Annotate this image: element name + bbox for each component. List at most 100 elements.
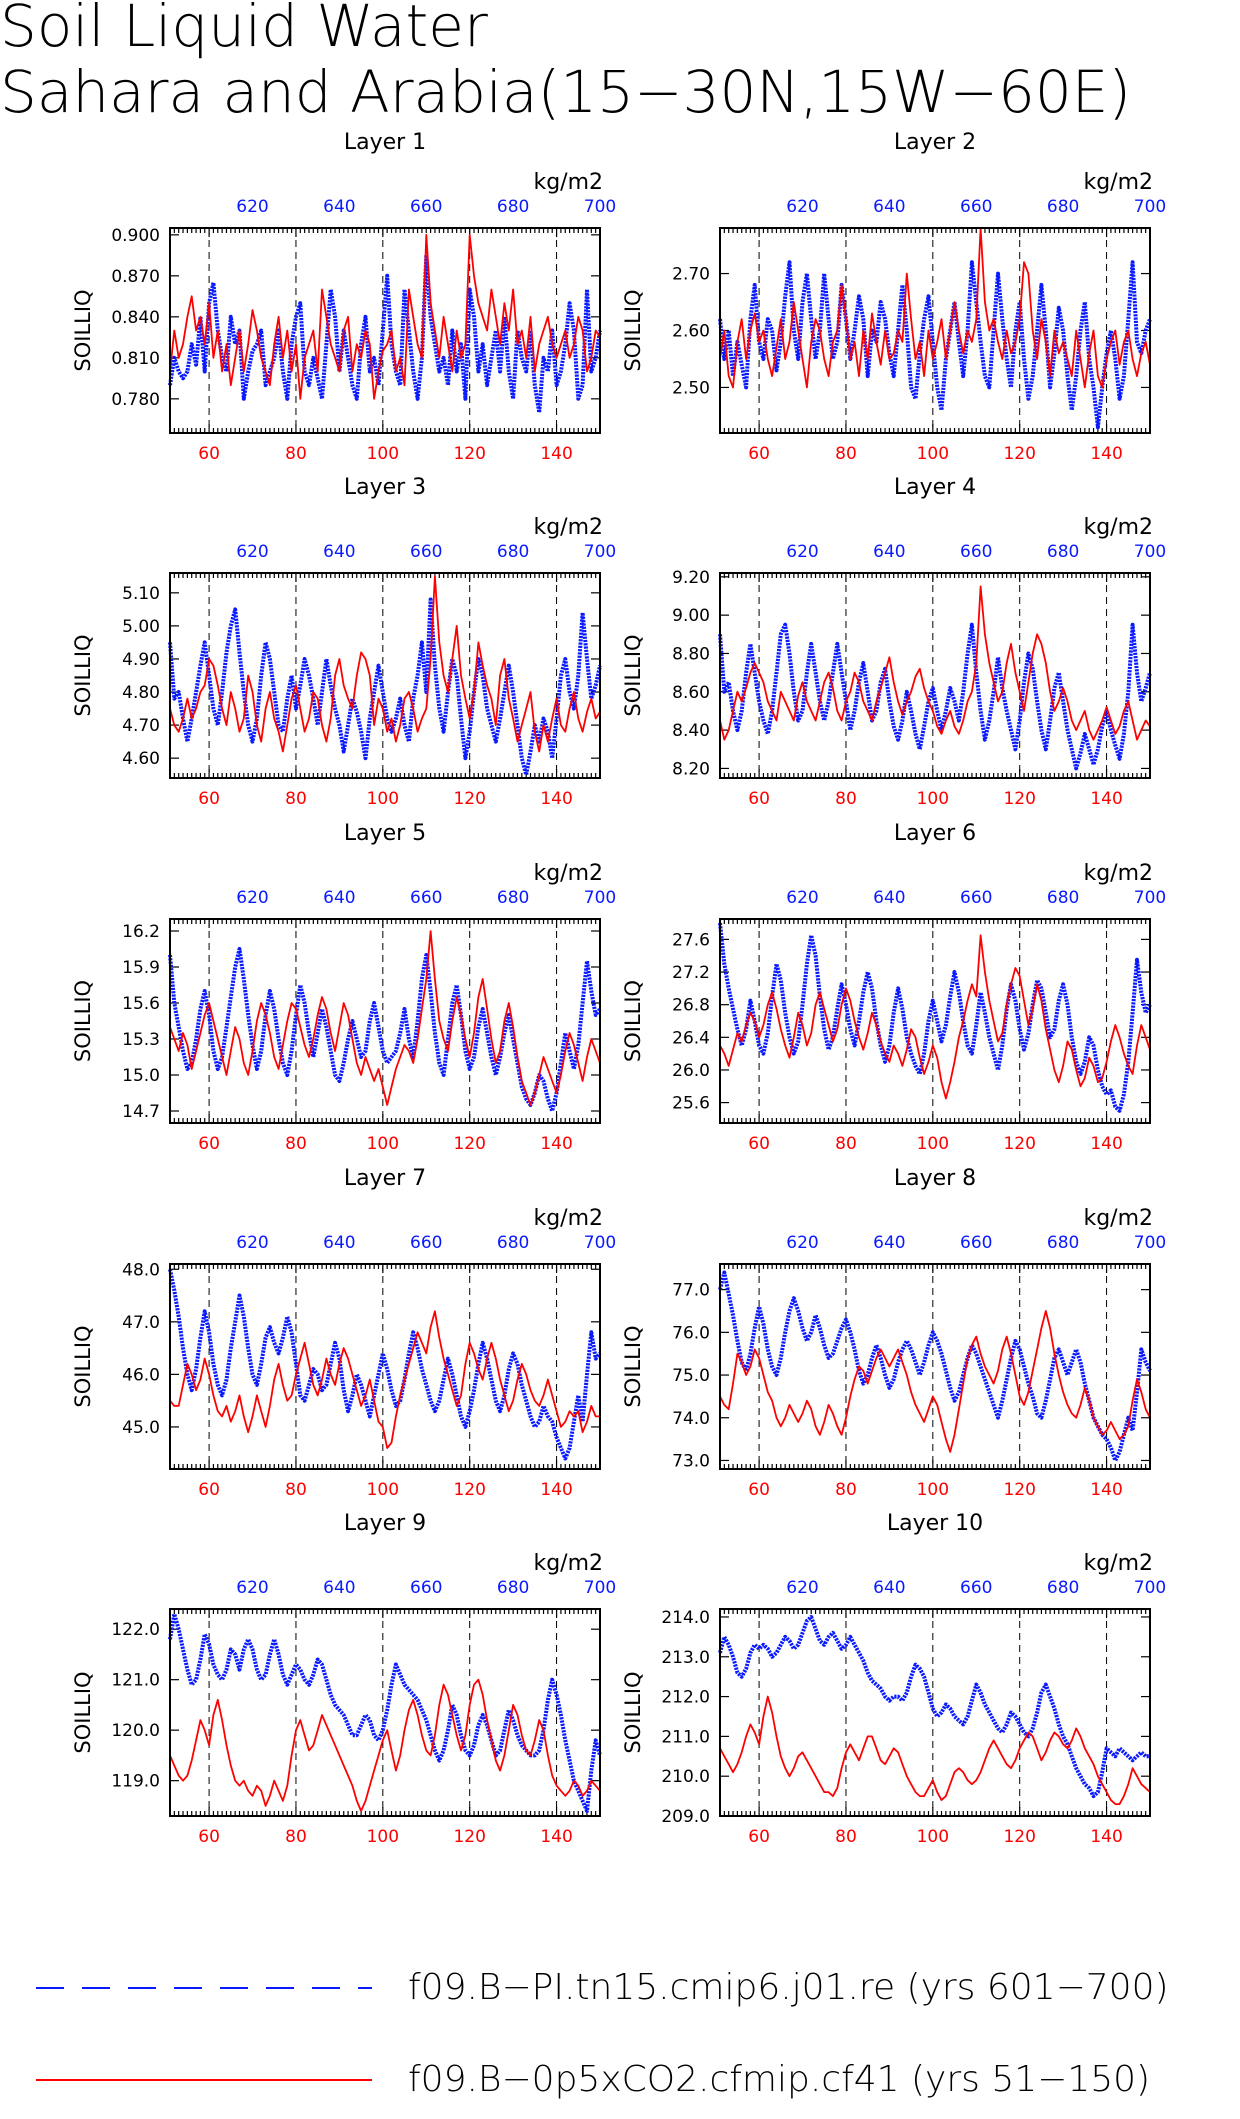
panel-title: Layer 3 (344, 475, 426, 500)
x-tick-label-top: 640 (873, 888, 905, 908)
y-tick-label: 15.0 (122, 1066, 160, 1086)
series-line-pi (168, 597, 602, 777)
x-tick-label-top: 640 (323, 197, 355, 217)
series-line-pi (718, 622, 1152, 771)
series-line-0p5xco2 (719, 1310, 1151, 1453)
x-tick-label-top: 640 (323, 1233, 355, 1253)
y-tick-label: 0.810 (111, 349, 160, 369)
series-line-0p5xco2 (169, 1678, 601, 1812)
series-line-pi (718, 922, 1152, 1113)
y-tick-label: 15.3 (122, 1030, 160, 1050)
x-tick-label-top: 680 (1047, 197, 1079, 217)
x-tick-label-top: 700 (584, 197, 616, 217)
series-line-0p5xco2 (719, 585, 1151, 741)
panel-title: Layer 1 (344, 130, 426, 155)
plot-frame (169, 918, 601, 1124)
y-tick-label: 46.0 (122, 1365, 160, 1385)
x-tick-label-bottom: 120 (1003, 1480, 1035, 1500)
x-tick-label-bottom: 120 (453, 1480, 485, 1500)
x-tick-label-top: 700 (1134, 197, 1166, 217)
y-tick-label: 73.0 (672, 1451, 710, 1471)
x-tick-label-top: 700 (584, 542, 616, 562)
x-tick-label-bottom: 60 (748, 1134, 770, 1154)
panel-title: Layer 4 (894, 475, 976, 500)
plot-frame (719, 572, 1151, 779)
panel-layer-2: Layer 2 kg/m2 SOILLIQ 60 80 100 120 140 620 640 66… (621, 130, 1166, 464)
x-tick-label-bottom: 140 (540, 444, 572, 464)
y-tick-label: 14.7 (122, 1102, 160, 1122)
y-tick-label: 27.2 (672, 963, 710, 983)
x-tick-label-top: 680 (497, 1578, 529, 1598)
y-tick-label: 211.0 (661, 1727, 710, 1747)
series-line-pi (718, 1270, 1152, 1463)
x-tick-label-top: 680 (497, 1233, 529, 1253)
x-tick-label-bottom: 120 (1003, 789, 1035, 809)
y-tick-label: 45.0 (122, 1418, 160, 1438)
x-tick-label-bottom: 80 (285, 1134, 307, 1154)
legend-label: f09.B−PI.tn15.cmip6.j01.re (yrs 601−700) (408, 1967, 1169, 2008)
x-tick-label-bottom: 100 (917, 789, 949, 809)
x-tick-label-bottom: 140 (1090, 1480, 1122, 1500)
top-axis-unit: kg/m2 (1083, 515, 1153, 540)
y-tick-label: 4.90 (122, 650, 160, 670)
x-tick-label-bottom: 100 (367, 1134, 399, 1154)
y-tick-label: 77.0 (672, 1281, 710, 1301)
x-tick-label-bottom: 100 (367, 789, 399, 809)
x-tick-label-top: 660 (960, 197, 992, 217)
y-axis-label: SOILLIQ (621, 980, 645, 1062)
x-tick-label-bottom: 140 (540, 1134, 572, 1154)
series-line-pi (168, 253, 602, 415)
y-tick-label: 0.870 (111, 267, 160, 287)
y-tick-label: 119.0 (111, 1772, 160, 1792)
y-tick-label: 4.80 (122, 683, 160, 703)
x-tick-label-bottom: 80 (285, 789, 307, 809)
x-tick-label-bottom: 140 (540, 1827, 572, 1847)
x-tick-label-bottom: 80 (835, 789, 857, 809)
y-tick-label: 212.0 (661, 1688, 710, 1708)
x-tick-label-bottom: 120 (1003, 1827, 1035, 1847)
series-line-0p5xco2 (169, 233, 601, 400)
x-tick-label-bottom: 120 (453, 444, 485, 464)
y-tick-label: 210.0 (661, 1767, 710, 1787)
x-tick-label-top: 620 (786, 1233, 818, 1253)
panel-layer-10: Layer 10 kg/m2 SOILLIQ 60 80 100 120 140 620 640 6… (621, 1511, 1166, 1847)
y-tick-label: 4.70 (122, 716, 160, 736)
panel-title: Layer 10 (887, 1511, 983, 1536)
x-tick-label-top: 700 (584, 1578, 616, 1598)
x-tick-label-bottom: 60 (748, 1480, 770, 1500)
panel-layer-6: Layer 6 kg/m2 SOILLIQ 60 80 100 120 140 620 640 66… (621, 821, 1166, 1154)
panel-title: Layer 5 (344, 821, 426, 846)
y-axis-label: SOILLIQ (621, 1325, 645, 1407)
x-tick-label-top: 680 (497, 542, 529, 562)
x-tick-label-bottom: 100 (917, 1480, 949, 1500)
y-tick-label: 2.60 (672, 322, 710, 342)
legend: f09.B−PI.tn15.cmip6.j01.re (yrs 601−700)… (36, 1967, 1169, 2100)
x-tick-label-top: 700 (1134, 1578, 1166, 1598)
y-tick-label: 8.20 (672, 759, 710, 779)
x-tick-label-top: 640 (323, 1578, 355, 1598)
panel-title: Layer 9 (344, 1511, 426, 1536)
panel-layer-7: Layer 7 kg/m2 SOILLIQ 60 80 100 120 140 620 640 66… (71, 1166, 616, 1500)
y-axis-label: SOILLIQ (71, 1671, 95, 1753)
x-tick-label-bottom: 100 (917, 1134, 949, 1154)
y-tick-label: 9.20 (672, 568, 710, 588)
x-tick-label-bottom: 80 (285, 1827, 307, 1847)
y-tick-label: 2.50 (672, 378, 710, 398)
x-tick-label-top: 640 (873, 197, 905, 217)
x-tick-label-top: 640 (323, 542, 355, 562)
x-tick-label-top: 620 (236, 888, 268, 908)
panel-layer-5: Layer 5 kg/m2 SOILLIQ 60 80 100 120 140 620 640 66… (71, 821, 616, 1154)
plot-frame (719, 1608, 1151, 1817)
y-axis-label: SOILLIQ (621, 634, 645, 716)
panel-title: Layer 2 (894, 130, 976, 155)
plot-frame (169, 1263, 601, 1470)
y-tick-label: 213.0 (661, 1648, 710, 1668)
figure-title-line-1: Soil Liquid Water (0, 0, 488, 60)
legend-label: f09.B−0p5xCO2.cfmip.cf41 (yrs 51−150) (408, 2059, 1150, 2100)
top-axis-unit: kg/m2 (533, 170, 603, 195)
x-tick-label-bottom: 140 (1090, 1134, 1122, 1154)
x-tick-label-bottom: 100 (917, 444, 949, 464)
x-tick-label-bottom: 140 (540, 789, 572, 809)
y-tick-label: 214.0 (661, 1608, 710, 1628)
